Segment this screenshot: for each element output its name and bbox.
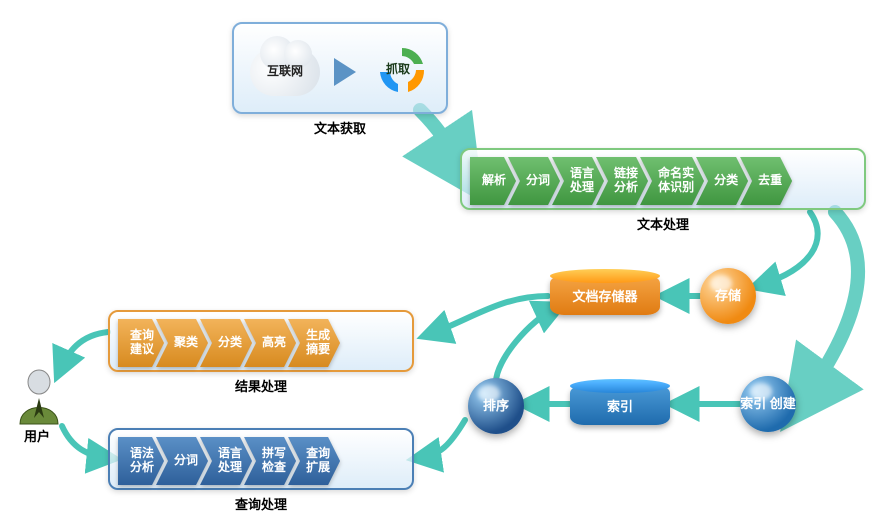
spin-label: 抓取 — [386, 60, 410, 77]
user-icon — [14, 368, 64, 426]
panel-result: 查询 建议聚类分类高亮生成 摘要 — [108, 310, 414, 372]
sphere-create-label: 索引 创建 — [740, 397, 796, 412]
sphere-store: 存储 — [700, 268, 756, 324]
sphere-sort-label: 排序 — [483, 399, 509, 414]
chevron-step: 生成 摘要 — [288, 319, 340, 367]
cylinder-index-label: 索引 — [607, 396, 633, 415]
chevron-step: 查询 扩展 — [288, 437, 340, 485]
cloud-label: 互联网 — [250, 62, 320, 79]
cylinder-index: 索引 — [570, 385, 670, 425]
chevron-row-result: 查询 建议聚类分类高亮生成 摘要 — [118, 319, 340, 367]
tri-arrow-icon — [334, 58, 356, 86]
chevron-row-query: 语法 分析分词语言 处理拼写 检查查询 扩展 — [118, 437, 340, 485]
chevron-step: 去重 — [740, 157, 792, 205]
cylinder-docstore-label: 文档存储器 — [572, 286, 637, 305]
user-label: 用户 — [24, 426, 50, 445]
caption-result: 结果处理 — [108, 376, 414, 395]
chevron-step: 命名实 体识别 — [640, 157, 704, 205]
panel-process: 解析分词语言 处理链接 分析命名实 体识别分类去重 — [460, 148, 866, 210]
sphere-sort: 排序 — [468, 378, 524, 434]
panel-acquire: 互联网 抓取 — [232, 22, 448, 114]
caption-acquire: 文本获取 — [232, 118, 448, 137]
sphere-create: 索引 创建 — [740, 376, 796, 432]
chevron-row-process: 解析分词语言 处理链接 分析命名实 体识别分类去重 — [470, 157, 792, 205]
cylinder-docstore: 文档存储器 — [550, 275, 660, 315]
sphere-store-label: 存储 — [715, 289, 741, 304]
caption-query: 查询处理 — [108, 494, 414, 513]
panel-query: 语法 分析分词语言 处理拼写 检查查询 扩展 — [108, 428, 414, 490]
caption-process: 文本处理 — [460, 214, 866, 233]
